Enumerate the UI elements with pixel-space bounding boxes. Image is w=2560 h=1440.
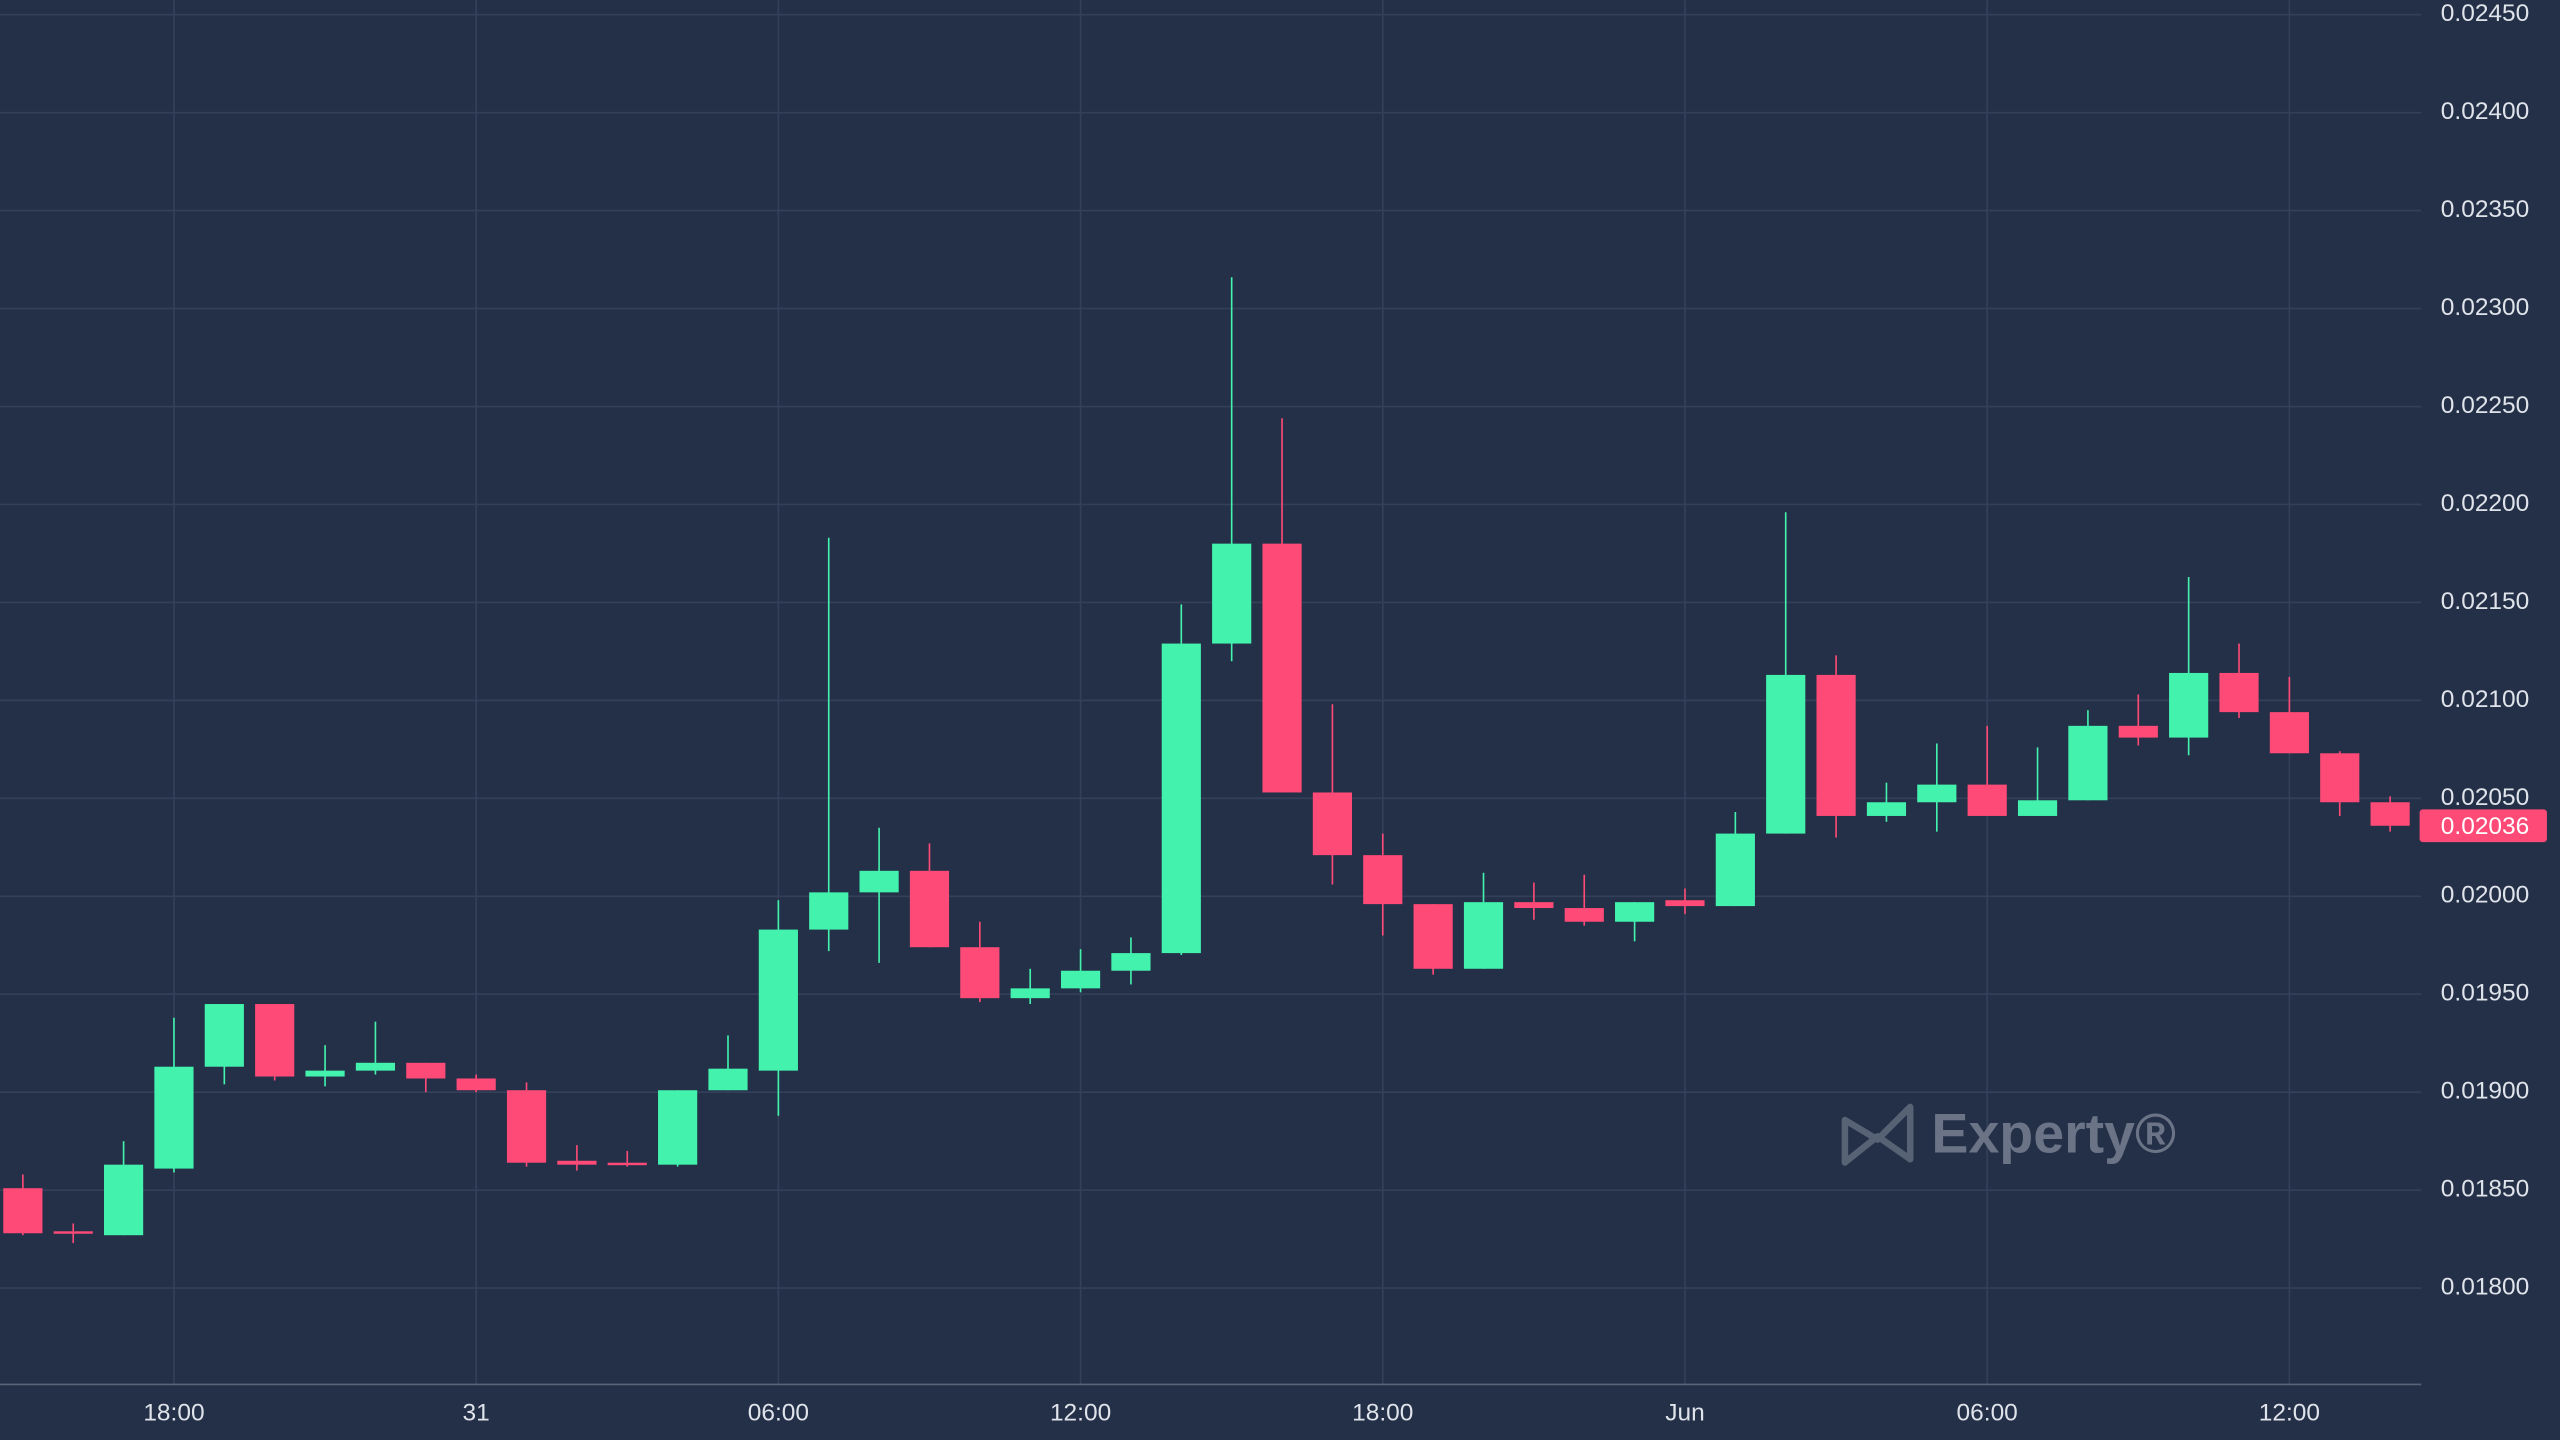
y-tick-label: 0.01850 — [2441, 1176, 2529, 1203]
candle-body — [2068, 725, 2108, 801]
candle-body — [2118, 725, 2158, 738]
y-tick-label: 0.02100 — [2441, 686, 2529, 713]
last-price-badge — [2419, 809, 2547, 843]
candle-body — [1010, 988, 1050, 999]
watermark: Experty® — [1931, 1103, 2176, 1165]
candle-body — [758, 929, 798, 1071]
candle-body — [1967, 784, 2007, 816]
candle-body — [305, 1070, 345, 1077]
y-tick-label: 0.02150 — [2441, 588, 2529, 615]
y-tick-label: 0.01800 — [2441, 1274, 2529, 1301]
candle-body — [2370, 802, 2410, 826]
candle-body — [355, 1062, 396, 1071]
x-tick-label: 18:00 — [1352, 1399, 1413, 1426]
candle-body — [1161, 643, 1201, 954]
candle-body — [1715, 833, 1755, 907]
candle-body — [557, 1160, 597, 1165]
x-tick-label: 06:00 — [1957, 1399, 2018, 1426]
candle-body — [1111, 953, 1151, 971]
candle-body — [406, 1062, 446, 1079]
candle-body — [3, 1188, 43, 1234]
candle-body — [1615, 902, 1655, 922]
candle-body — [2169, 672, 2209, 738]
candle-body — [506, 1090, 547, 1163]
candle-body — [2320, 753, 2360, 803]
candle-body — [1312, 792, 1352, 856]
candle-body — [607, 1162, 647, 1166]
y-tick-label: 0.02000 — [2441, 882, 2529, 909]
candle-body — [1262, 543, 1302, 793]
candle-body — [809, 892, 849, 930]
candle-body — [204, 1004, 244, 1067]
x-tick-label: Jun — [1665, 1399, 1704, 1426]
y-tick-label: 0.02050 — [2441, 784, 2529, 811]
candle-body — [1413, 904, 1453, 969]
y-tick-label: 0.02400 — [2441, 98, 2529, 125]
y-tick-label: 0.02350 — [2441, 196, 2529, 223]
candle-body — [909, 870, 950, 948]
candle-body — [859, 870, 899, 893]
candle-body — [2219, 672, 2259, 713]
y-tick-label: 0.01900 — [2441, 1078, 2529, 1105]
candle-body — [1866, 802, 1907, 816]
candle-body — [255, 1004, 295, 1077]
candle-body — [1363, 855, 1403, 905]
axes: 0.01800 0.01850 0.01900 0.01950 0.02000 0.020… — [143, 0, 2547, 1426]
candle-body — [1766, 674, 1806, 834]
y-tick-label: 0.02250 — [2441, 392, 2529, 419]
candle-body — [1564, 908, 1604, 922]
candle-body — [1212, 543, 1252, 644]
x-tick-label: 12:00 — [1050, 1399, 1111, 1426]
candle-body — [1514, 902, 1554, 909]
x-tick-label: 12:00 — [2259, 1399, 2320, 1426]
candle-body — [1917, 784, 1957, 803]
candle-body — [456, 1078, 496, 1091]
y-tick-label: 0.01950 — [2441, 980, 2529, 1007]
candle-body — [658, 1090, 698, 1165]
y-tick-label: 0.02300 — [2441, 294, 2529, 321]
candle-body — [104, 1164, 144, 1236]
x-tick-label: 18:00 — [143, 1399, 204, 1426]
x-tick-label: 31 — [463, 1399, 490, 1426]
candle-body — [1665, 900, 1705, 907]
y-tick-label: 0.02200 — [2441, 490, 2529, 517]
candle-body — [1463, 902, 1504, 969]
candle-body — [960, 947, 1000, 999]
candle-body — [154, 1066, 194, 1169]
candle-body — [708, 1068, 748, 1091]
candle-body — [53, 1231, 93, 1234]
candle-body — [1060, 970, 1101, 989]
candle-body — [1816, 674, 1856, 816]
x-tick-label: 06:00 — [748, 1399, 809, 1426]
last-price-label: 0.02036 — [2441, 813, 2529, 840]
candle-body — [2017, 800, 2058, 816]
candle-body — [2269, 712, 2309, 754]
watermark-logo — [1841, 1103, 1914, 1166]
candles — [3, 277, 2410, 1244]
y-tick-label: 0.02450 — [2441, 0, 2529, 27]
